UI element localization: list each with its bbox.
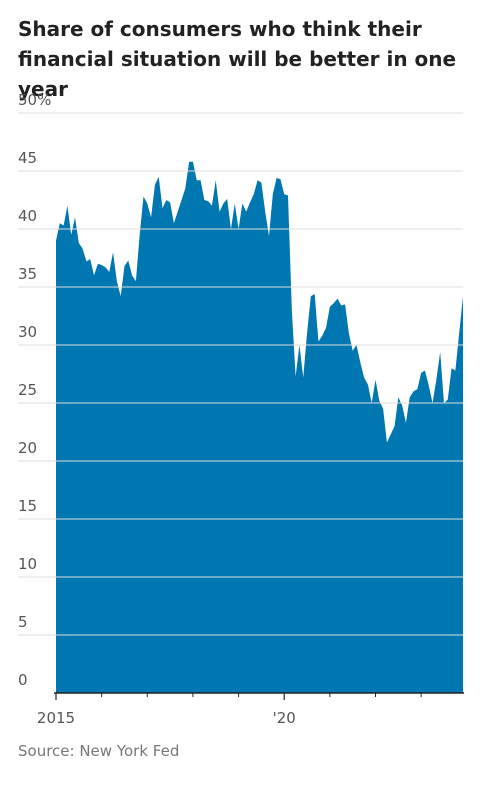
y-tick-label: 0 bbox=[18, 671, 28, 689]
x-tick-label: 2015 bbox=[37, 709, 75, 727]
y-tick-label: 40 bbox=[18, 207, 37, 225]
area bbox=[56, 161, 463, 694]
y-tick-label: 45 bbox=[18, 149, 37, 167]
y-tick-label: 30 bbox=[18, 323, 37, 341]
y-tick-label: 50% bbox=[18, 91, 51, 109]
x-tick-label: '20 bbox=[273, 709, 296, 727]
source-note: Source: New York Fed bbox=[18, 742, 180, 760]
y-tick-label: 25 bbox=[18, 381, 37, 399]
chart-title: Share of consumers who think their finan… bbox=[18, 17, 457, 101]
y-tick-label: 35 bbox=[18, 265, 37, 283]
y-tick-label: 10 bbox=[18, 555, 37, 573]
y-tick-label: 20 bbox=[18, 439, 37, 457]
y-tick-label: 5 bbox=[18, 613, 28, 631]
y-tick-label: 15 bbox=[18, 497, 37, 515]
